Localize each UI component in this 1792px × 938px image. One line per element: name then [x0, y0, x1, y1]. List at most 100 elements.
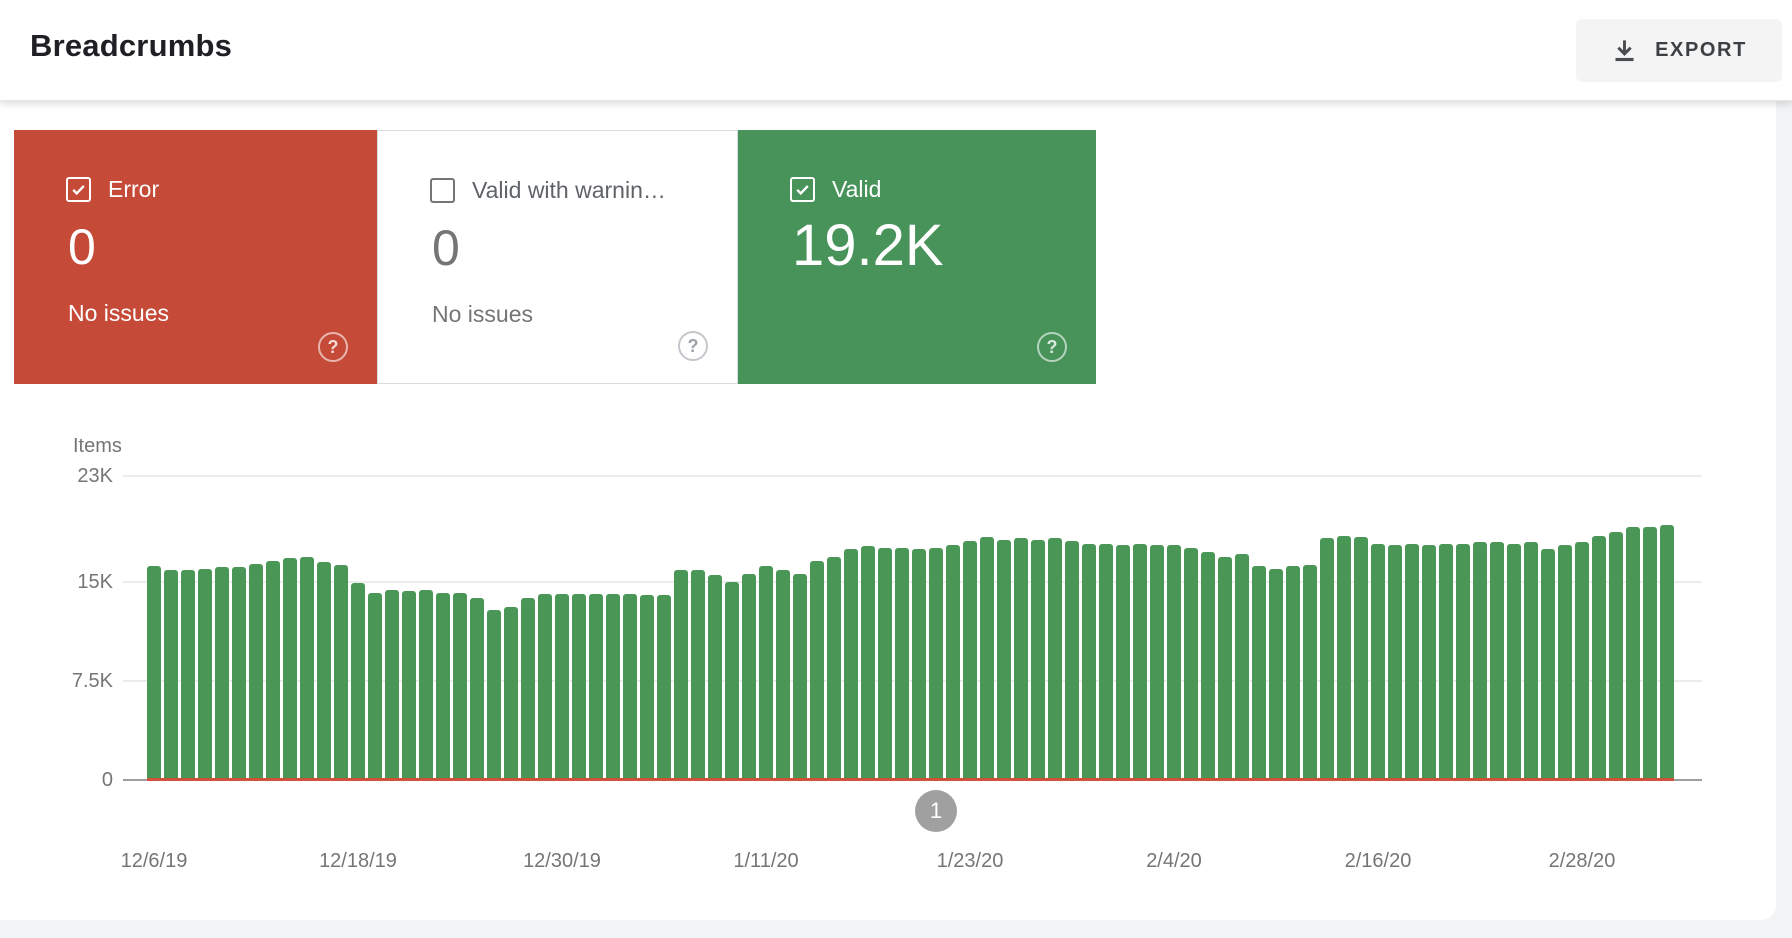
valid-items-bar[interactable] — [1286, 566, 1300, 780]
valid-items-bar[interactable] — [368, 592, 382, 780]
valid-items-bar[interactable] — [1507, 543, 1521, 780]
valid-items-bar[interactable] — [963, 541, 977, 780]
valid-items-bar[interactable] — [419, 589, 433, 780]
valid-items-bar[interactable] — [980, 537, 994, 780]
valid-items-bar[interactable] — [351, 583, 365, 780]
valid-items-bar[interactable] — [1388, 545, 1402, 780]
valid-items-bar[interactable] — [657, 595, 671, 780]
valid-items-bar[interactable] — [266, 560, 280, 780]
valid-items-bar[interactable] — [1371, 543, 1385, 780]
valid-items-bar[interactable] — [1303, 564, 1317, 780]
valid-items-bar[interactable] — [776, 570, 790, 780]
valid-items-bar[interactable] — [1150, 545, 1164, 780]
card-warnings-toggle[interactable]: Valid with warnin… — [430, 177, 666, 204]
valid-items-bar[interactable] — [249, 563, 263, 780]
help-icon[interactable]: ? — [318, 332, 348, 362]
valid-items-bar[interactable] — [1541, 549, 1555, 780]
valid-items-bar[interactable] — [997, 539, 1011, 780]
valid-items-bar[interactable] — [436, 592, 450, 780]
valid-items-bar[interactable] — [1439, 543, 1453, 780]
valid-items-bar[interactable] — [1660, 525, 1674, 780]
valid-items-bar[interactable] — [640, 595, 654, 780]
valid-items-bar[interactable] — [555, 593, 569, 780]
valid-items-bar[interactable] — [895, 547, 909, 780]
checkbox-checked-icon[interactable] — [790, 177, 815, 202]
valid-items-bar[interactable] — [1201, 551, 1215, 780]
card-error-toggle[interactable]: Error — [66, 176, 159, 203]
valid-items-bar[interactable] — [1643, 526, 1657, 780]
valid-items-bar[interactable] — [708, 575, 722, 780]
checkbox-unchecked-icon[interactable] — [430, 178, 455, 203]
valid-items-bar[interactable] — [674, 570, 688, 780]
valid-items-bar[interactable] — [283, 558, 297, 780]
valid-items-bar[interactable] — [1116, 545, 1130, 780]
valid-items-bar[interactable] — [912, 549, 926, 780]
valid-items-bar[interactable] — [606, 593, 620, 780]
checkbox-checked-icon[interactable] — [66, 177, 91, 202]
valid-items-bar[interactable] — [1133, 543, 1147, 780]
valid-items-bar[interactable] — [1031, 539, 1045, 780]
valid-items-bar[interactable] — [504, 607, 518, 780]
valid-items-bar[interactable] — [759, 566, 773, 780]
valid-items-bar[interactable] — [1422, 545, 1436, 780]
valid-items-bar[interactable] — [691, 570, 705, 780]
valid-items-bar[interactable] — [1354, 537, 1368, 780]
valid-items-bar[interactable] — [844, 549, 858, 780]
valid-items-bar[interactable] — [521, 597, 535, 780]
valid-items-bar[interactable] — [538, 593, 552, 780]
valid-items-bar[interactable] — [946, 545, 960, 780]
valid-items-bar[interactable] — [232, 567, 246, 780]
valid-items-bar[interactable] — [1609, 531, 1623, 780]
valid-items-bar[interactable] — [589, 593, 603, 780]
valid-items-bar[interactable] — [198, 568, 212, 780]
valid-items-bar[interactable] — [1048, 538, 1062, 780]
valid-items-bar[interactable] — [725, 582, 739, 780]
valid-items-bar[interactable] — [742, 574, 756, 780]
valid-items-bar[interactable] — [1558, 545, 1572, 780]
valid-items-bar[interactable] — [1014, 538, 1028, 780]
valid-items-bar[interactable] — [317, 562, 331, 780]
timeline-event-marker[interactable]: 1 — [915, 790, 957, 832]
valid-items-bar[interactable] — [1184, 547, 1198, 780]
valid-items-bar[interactable] — [861, 546, 875, 780]
help-icon[interactable]: ? — [678, 331, 708, 361]
valid-items-bar[interactable] — [878, 547, 892, 780]
valid-items-bar[interactable] — [334, 564, 348, 780]
export-button[interactable]: EXPORT — [1576, 19, 1782, 82]
valid-items-bar[interactable] — [487, 609, 501, 780]
valid-items-bar[interactable] — [623, 593, 637, 780]
valid-items-bar[interactable] — [1575, 542, 1589, 780]
valid-items-bar[interactable] — [1405, 543, 1419, 780]
valid-items-bar[interactable] — [1252, 566, 1266, 780]
help-icon[interactable]: ? — [1037, 332, 1067, 362]
valid-items-bar[interactable] — [1167, 545, 1181, 780]
valid-items-bar[interactable] — [810, 560, 824, 780]
valid-items-bar[interactable] — [1337, 535, 1351, 780]
valid-items-bar[interactable] — [793, 574, 807, 780]
valid-items-bar[interactable] — [215, 567, 229, 780]
valid-items-bar[interactable] — [1099, 543, 1113, 780]
valid-items-bar[interactable] — [1473, 542, 1487, 780]
valid-items-bar[interactable] — [1218, 556, 1232, 780]
valid-items-bar[interactable] — [1456, 543, 1470, 780]
valid-items-bar[interactable] — [1082, 543, 1096, 780]
valid-items-bar[interactable] — [1320, 538, 1334, 780]
valid-items-bar[interactable] — [1065, 541, 1079, 780]
valid-items-bar[interactable] — [1524, 542, 1538, 780]
valid-items-bar[interactable] — [300, 556, 314, 780]
valid-items-bar[interactable] — [181, 570, 195, 780]
valid-items-bar[interactable] — [147, 566, 161, 780]
valid-items-bar[interactable] — [1490, 542, 1504, 780]
valid-items-bar[interactable] — [929, 547, 943, 780]
valid-items-bar[interactable] — [453, 592, 467, 780]
valid-items-bar[interactable] — [164, 570, 178, 780]
valid-items-bar[interactable] — [470, 597, 484, 780]
valid-items-bar[interactable] — [1235, 554, 1249, 780]
card-valid-toggle[interactable]: Valid — [790, 176, 881, 203]
valid-items-bar[interactable] — [1269, 568, 1283, 780]
valid-items-bar[interactable] — [385, 589, 399, 780]
valid-items-bar[interactable] — [1626, 526, 1640, 780]
valid-items-bar[interactable] — [827, 556, 841, 780]
valid-items-bar[interactable] — [402, 591, 416, 780]
valid-items-bar[interactable] — [572, 593, 586, 780]
